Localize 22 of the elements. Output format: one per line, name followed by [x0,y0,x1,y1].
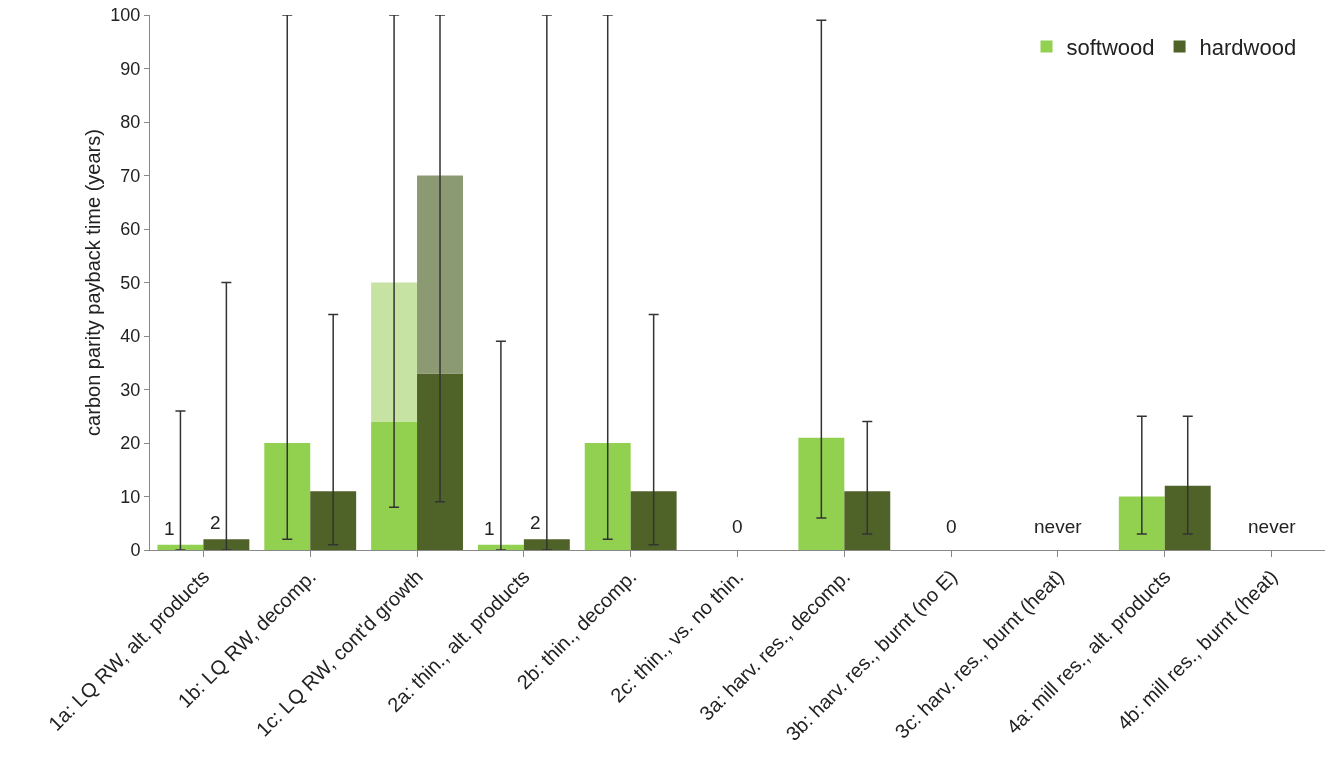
y-tick-label: 50 [120,272,141,293]
y-tick-label: 30 [120,379,141,400]
y-axis-title: carbon parity payback time (years) [82,129,104,436]
legend-label: softwood [1066,35,1155,61]
y-tick-label: 20 [120,433,141,454]
y-tick-label: 70 [120,165,141,186]
y-tick-label: 90 [120,58,141,79]
annotation: never [1248,516,1297,537]
y-tick-label: 0 [130,540,141,561]
y-tick-label: 40 [120,326,141,347]
y-tick-label: 60 [120,219,141,240]
data-label: 2 [530,512,541,533]
y-tick-label: 10 [120,486,141,507]
data-label: 1 [484,518,495,539]
data-label: 2 [210,512,221,533]
annotation: 0 [946,516,957,537]
legend-label: hardwood [1199,35,1297,61]
y-tick-label: 80 [120,112,141,133]
annotation: 0 [732,516,743,537]
data-label: 1 [164,518,175,539]
annotation: never [1034,516,1083,537]
y-tick-label: 100 [110,5,141,26]
